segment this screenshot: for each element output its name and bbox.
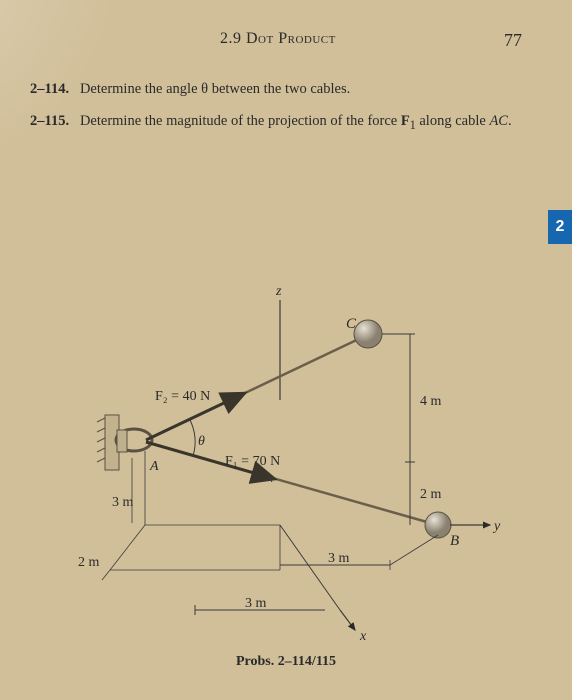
- figure-diagram: z y x 4 m 2 m 3 m 3 m 2 m 3 m C: [50, 270, 520, 650]
- problem-text: Determine the angle θ between the two ca…: [80, 81, 350, 97]
- dim-4m: 4 m: [420, 394, 442, 409]
- ball-B: [425, 512, 451, 538]
- x-axis: [340, 610, 355, 630]
- label-B: B: [450, 533, 459, 549]
- y-label: y: [492, 519, 501, 534]
- problem-2-114: 2–114. Determine the angle θ between the…: [30, 78, 532, 100]
- ball-C: [354, 320, 382, 348]
- dim-3m-A: 3 m: [112, 495, 134, 510]
- diagram-svg: z y x 4 m 2 m 3 m 3 m 2 m 3 m C: [50, 270, 520, 650]
- page-header: 2.9 Dot Product 77: [0, 30, 572, 51]
- problem-number: 2–115.: [30, 113, 69, 129]
- dim-2m-A: 2 m: [78, 555, 100, 570]
- label-F1: F₁ = 70 N: [225, 454, 280, 469]
- z-label: z: [275, 284, 282, 299]
- section-title: 2.9 Dot Product: [220, 30, 336, 51]
- label-A: A: [149, 459, 159, 474]
- angle-arc: [190, 420, 195, 456]
- dim-3m-x: 3 m: [245, 596, 267, 611]
- figure-caption: Probs. 2–114/115: [0, 654, 572, 670]
- dim-3m-y: 3 m: [328, 551, 350, 566]
- label-theta: θ: [198, 434, 205, 449]
- dim-2m: 2 m: [420, 487, 442, 502]
- problem-text: Determine the magnitude of the projectio…: [80, 113, 512, 129]
- problem-number: 2–114.: [30, 81, 69, 97]
- x-label: x: [359, 629, 367, 644]
- problem-statements: 2–114. Determine the angle θ between the…: [30, 78, 532, 145]
- page-number: 77: [504, 30, 522, 51]
- chapter-tab: 2: [548, 210, 572, 244]
- label-C: C: [346, 316, 357, 332]
- chapter-number: 2: [556, 218, 565, 236]
- bracket-A: [117, 430, 127, 452]
- problem-2-115: 2–115. Determine the magnitude of the pr…: [30, 110, 532, 135]
- label-F2: F₂ = 40 N: [155, 389, 210, 404]
- x-guide: [280, 525, 340, 610]
